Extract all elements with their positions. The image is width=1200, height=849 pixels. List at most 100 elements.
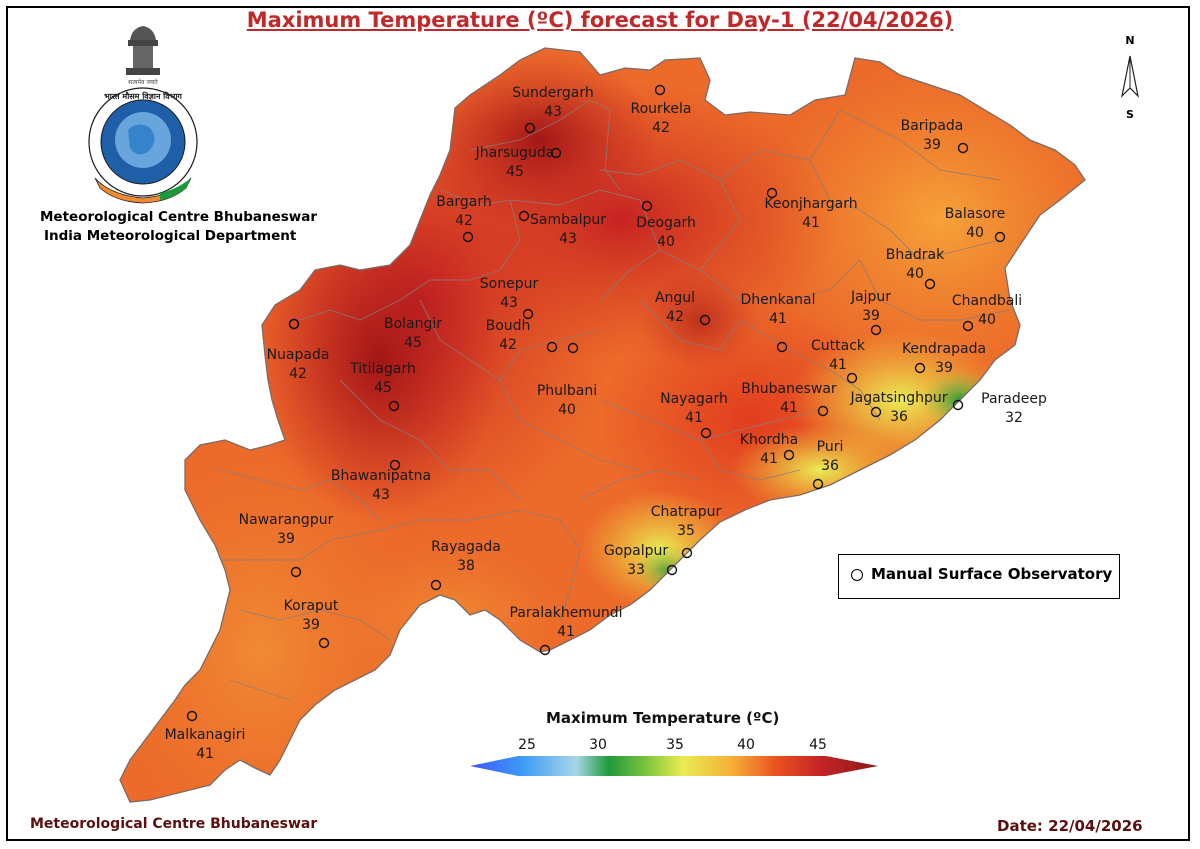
observatory-marker-icon <box>389 459 401 471</box>
station-temperature: 36 <box>821 458 839 474</box>
station-keonjhargarh: Keonjhargarh 41 <box>764 187 858 231</box>
emblem-icon: सत्यमेव जयते <box>126 26 160 86</box>
station-name: Angul <box>655 290 695 306</box>
stations-layer: Sundergarh 43 Rourkela 42 Jharsuguda 45 Bargar… <box>165 84 1047 762</box>
observatory-marker-icon <box>522 308 534 320</box>
station-name: Kendrapada <box>902 341 986 357</box>
observatory-marker-icon <box>550 147 562 159</box>
station-name: Paralakhemundi <box>510 605 623 621</box>
observatory-marker-icon <box>783 449 795 461</box>
station-kendrapada: Kendrapada 39 <box>902 341 986 376</box>
station-chandbali: Chandbali 40 <box>952 293 1022 332</box>
station-name: Phulbani <box>537 383 597 399</box>
observatory-marker-icon <box>994 231 1006 243</box>
page-title: Maximum Temperature (ºC) forecast for Da… <box>246 8 954 32</box>
station-temperature: 39 <box>277 531 295 547</box>
station-temperature: 39 <box>935 360 953 376</box>
station-name: Chandbali <box>952 293 1022 309</box>
station-temperature: 40 <box>966 225 984 241</box>
station-temperature: 43 <box>500 295 518 311</box>
imd-logo: सत्यमेव जयते भारत मौसम विज्ञान विभाग <box>88 26 198 204</box>
observatory-marker-icon <box>766 187 778 199</box>
station-baripada: Baripada 39 <box>901 118 969 154</box>
station-name: Malkanagiri <box>165 727 246 743</box>
station-nayagarh: Nayagarh 41 <box>660 391 728 439</box>
station-temperature: 42 <box>289 366 307 382</box>
station-temperature: 39 <box>862 308 880 324</box>
station-temperature: 42 <box>455 213 473 229</box>
station-temperature: 42 <box>652 120 670 136</box>
org-name: Meteorological Centre Bhubaneswar <box>40 209 318 225</box>
observatory-marker-icon <box>700 427 712 439</box>
scale-tick: 35 <box>666 737 684 753</box>
observatory-marker-icon <box>681 547 693 559</box>
station-name: Keonjhargarh <box>764 196 857 212</box>
station-bargarh: Bargarh 42 <box>436 194 492 243</box>
station-temperature: 43 <box>544 104 562 120</box>
station-titilagarh: Titilagarh 45 <box>349 361 416 412</box>
station-jajpur: Jajpur 39 <box>850 289 891 336</box>
station-temperature: 41 <box>780 400 798 416</box>
station-rourkela: Rourkela 42 <box>631 84 691 136</box>
station-name: Jagatsinghpur <box>850 390 948 406</box>
station-name: Nuapada <box>267 347 330 363</box>
station-boudh: Boudh 42 <box>486 318 558 353</box>
observatory-marker-icon <box>952 399 964 411</box>
observatory-marker-icon <box>914 362 926 374</box>
station-phulbani: Phulbani 40 <box>537 342 597 418</box>
station-dhenkanal: Dhenkanal 41 <box>741 292 815 353</box>
station-name: Sambalpur <box>530 212 606 228</box>
observatory-marker-icon <box>290 566 302 578</box>
observatory-marker-icon <box>846 372 858 384</box>
station-name: Khordha <box>740 432 798 448</box>
station-temperature: 41 <box>802 215 820 231</box>
footer-organization: Meteorological Centre Bhubaneswar <box>30 816 318 832</box>
observatory-marker-icon <box>870 324 882 336</box>
station-temperature: 40 <box>558 402 576 418</box>
station-chatrapur: Chatrapur 35 <box>651 504 722 559</box>
observatory-marker-icon <box>518 210 530 222</box>
station-malkanagiri: Malkanagiri 41 <box>165 710 246 762</box>
station-temperature: 42 <box>499 337 517 353</box>
station-temperature: 41 <box>829 357 847 373</box>
observatory-marker-icon <box>539 644 551 656</box>
station-temperature: 41 <box>769 311 787 327</box>
observatory-marker-icon <box>870 406 882 418</box>
station-sambalpur: Sambalpur 43 <box>518 210 606 247</box>
station-temperature: 43 <box>559 231 577 247</box>
north-arrow: N S <box>1121 34 1139 121</box>
station-temperature: 41 <box>760 451 778 467</box>
station-name: Baripada <box>901 118 964 134</box>
observatory-marker-icon <box>546 341 558 353</box>
station-jharsuguda: Jharsuguda 45 <box>475 145 562 180</box>
station-temperature: 39 <box>302 617 320 633</box>
station-name: Bhubaneswar <box>741 381 837 397</box>
station-name: Boudh <box>486 318 531 334</box>
station-name: Chatrapur <box>651 504 722 520</box>
station-name: Nayagarh <box>660 391 728 407</box>
observatory-marker-icon <box>817 405 829 417</box>
observatory-marker-icon <box>524 122 536 134</box>
observatory-marker-icon <box>388 400 400 412</box>
station-temperature: 40 <box>906 266 924 282</box>
station-name: Deogarh <box>636 215 696 231</box>
station-temperature: 38 <box>457 558 475 574</box>
station-jagatsinghpur: Jagatsinghpur 36 <box>850 390 948 425</box>
station-temperature: 35 <box>677 523 695 539</box>
station-balasore: Balasore 40 <box>945 206 1006 243</box>
compass-south-label: S <box>1126 108 1134 121</box>
station-name: Cuttack <box>811 338 866 354</box>
observatory-marker-icon <box>186 710 198 722</box>
station-deogarh: Deogarh 40 <box>636 200 696 250</box>
station-name: Puri <box>817 439 844 455</box>
station-koraput: Koraput 39 <box>284 598 339 649</box>
station-temperature: 41 <box>685 410 703 426</box>
observatory-marker-icon <box>812 478 824 490</box>
station-bhadrak: Bhadrak 40 <box>886 247 945 290</box>
scale-tick: 30 <box>589 737 607 753</box>
station-puri: Puri 36 <box>812 439 844 490</box>
observatory-marker-icon <box>957 142 969 154</box>
station-sundergarh: Sundergarh 43 <box>512 85 594 134</box>
observatory-marker-icon <box>851 569 863 581</box>
